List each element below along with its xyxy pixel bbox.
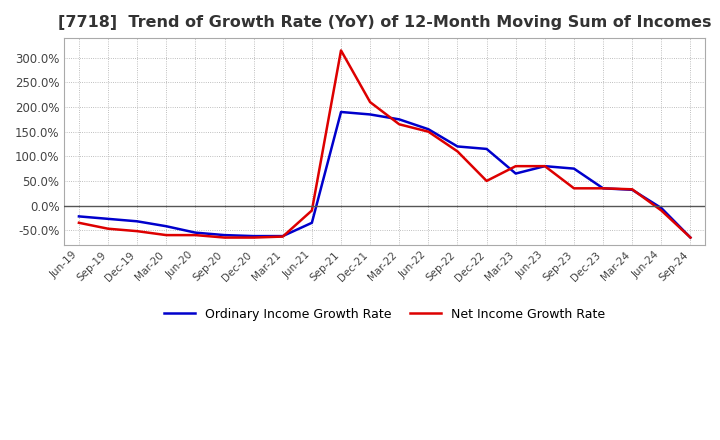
Net Income Growth Rate (279, 234, 287, 239)
Ordinary Income Growth Rate (686, 235, 695, 240)
Net Income Growth Rate (453, 149, 462, 154)
Ordinary Income Growth Rate (541, 164, 549, 169)
Net Income Growth Rate (599, 186, 608, 191)
Ordinary Income Growth Rate (279, 234, 287, 239)
Net Income Growth Rate (191, 232, 199, 238)
Title: [7718]  Trend of Growth Rate (YoY) of 12-Month Moving Sum of Incomes: [7718] Trend of Growth Rate (YoY) of 12-… (58, 15, 711, 30)
Net Income Growth Rate (395, 121, 404, 127)
Ordinary Income Growth Rate (162, 224, 171, 229)
Ordinary Income Growth Rate (628, 187, 636, 192)
Net Income Growth Rate (307, 208, 316, 213)
Ordinary Income Growth Rate (133, 219, 142, 224)
Ordinary Income Growth Rate (570, 166, 578, 171)
Ordinary Income Growth Rate (395, 117, 404, 122)
Net Income Growth Rate (482, 178, 491, 183)
Net Income Growth Rate (686, 235, 695, 240)
Ordinary Income Growth Rate (249, 234, 258, 239)
Ordinary Income Growth Rate (657, 205, 666, 211)
Net Income Growth Rate (570, 186, 578, 191)
Ordinary Income Growth Rate (366, 112, 374, 117)
Line: Ordinary Income Growth Rate: Ordinary Income Growth Rate (79, 112, 690, 238)
Net Income Growth Rate (75, 220, 84, 225)
Net Income Growth Rate (249, 235, 258, 240)
Net Income Growth Rate (337, 48, 346, 53)
Net Income Growth Rate (628, 187, 636, 192)
Ordinary Income Growth Rate (511, 171, 520, 176)
Ordinary Income Growth Rate (220, 232, 229, 238)
Ordinary Income Growth Rate (599, 186, 608, 191)
Ordinary Income Growth Rate (337, 110, 346, 115)
Net Income Growth Rate (657, 208, 666, 213)
Net Income Growth Rate (424, 129, 433, 134)
Ordinary Income Growth Rate (104, 216, 112, 221)
Ordinary Income Growth Rate (191, 230, 199, 235)
Net Income Growth Rate (366, 99, 374, 105)
Net Income Growth Rate (162, 232, 171, 238)
Net Income Growth Rate (541, 164, 549, 169)
Ordinary Income Growth Rate (307, 220, 316, 225)
Ordinary Income Growth Rate (482, 146, 491, 151)
Ordinary Income Growth Rate (424, 127, 433, 132)
Net Income Growth Rate (133, 228, 142, 234)
Ordinary Income Growth Rate (453, 144, 462, 149)
Legend: Ordinary Income Growth Rate, Net Income Growth Rate: Ordinary Income Growth Rate, Net Income … (158, 303, 611, 326)
Ordinary Income Growth Rate (75, 214, 84, 219)
Net Income Growth Rate (104, 226, 112, 231)
Net Income Growth Rate (511, 164, 520, 169)
Net Income Growth Rate (220, 235, 229, 240)
Line: Net Income Growth Rate: Net Income Growth Rate (79, 51, 690, 238)
